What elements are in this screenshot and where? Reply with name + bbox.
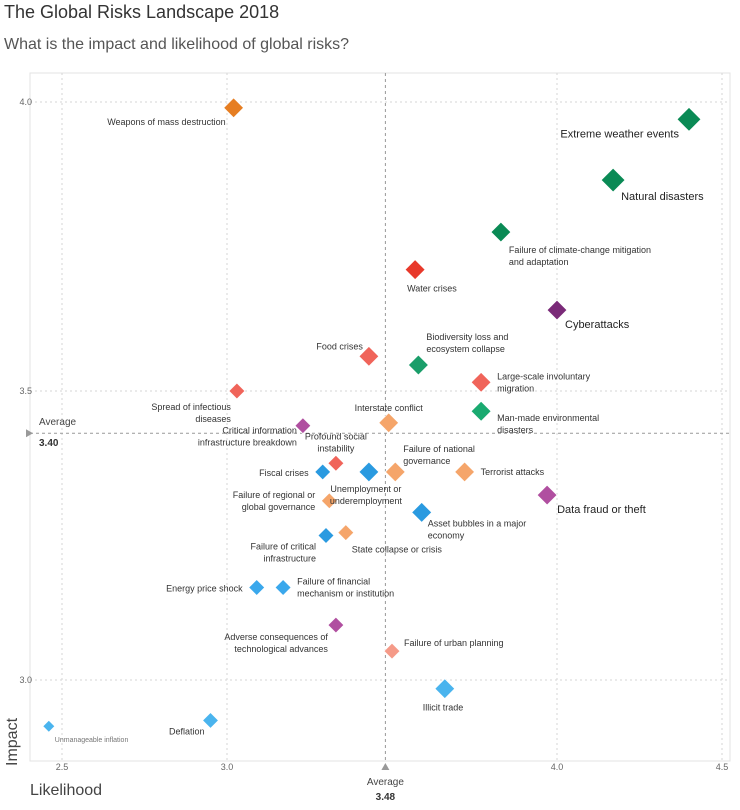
risk-point-marker[interactable] [407,354,429,376]
risk-point-label: Failure of critical infrastructure [250,542,316,564]
risk-point-marker[interactable] [470,371,492,393]
risk-point-label: Failure of regional or global governance [233,490,316,512]
risk-point-label: Unmanageable inflation [55,737,129,744]
y-average-value: 3.40 [39,438,59,449]
y-tick-label: 4.0 [19,97,32,107]
risk-point-marker[interactable] [378,412,400,434]
risk-point-label: Large-scale involuntary migration [497,371,591,393]
risk-point-label: Failure of climate-change mitigation and … [509,245,651,267]
risk-point-marker[interactable] [223,97,245,119]
y-average-marker-icon [26,429,33,438]
risk-point-label: Cyberattacks [565,319,630,331]
risk-point-label: State collapse or crisis [352,545,443,555]
risk-point-label: Illicit trade [423,703,464,713]
risk-point-label: Deflation [169,726,205,736]
x-tick-label: 3.0 [221,762,234,772]
chart-title: The Global Risks Landscape 2018 [4,2,280,22]
risk-point-marker[interactable] [337,524,355,542]
risk-point-marker[interactable] [676,106,702,132]
risk-point-marker[interactable] [228,382,246,400]
risk-point-marker[interactable] [358,345,380,367]
risk-point-marker[interactable] [546,299,568,321]
risk-point-label: Failure of financial mechanism or institu… [297,577,394,599]
risk-point-label: Failure of national governance [403,444,475,466]
risk-point-marker[interactable] [411,501,433,523]
x-tick-label: 4.5 [716,762,729,772]
risk-point-marker[interactable] [201,711,220,730]
risk-point-marker[interactable] [454,461,476,483]
risk-point-marker[interactable] [320,492,338,510]
risk-point-marker[interactable] [470,400,492,422]
chart-subtitle: What is the impact and likelihood of glo… [4,36,350,53]
risk-point-label: Natural disasters [621,191,704,203]
risk-point-label: Critical information infrastructure break… [198,426,297,448]
risk-point-label: Asset bubbles in a major economy [428,518,527,540]
risk-point-label: Food crises [316,341,363,351]
x-average-value: 3.48 [376,792,396,803]
risk-point-marker[interactable] [358,461,380,483]
risk-point-marker[interactable] [600,167,626,193]
risk-point-label: Data fraud or theft [557,504,646,516]
risk-point-marker[interactable] [327,454,345,472]
risk-point-marker[interactable] [248,578,266,597]
y-average-label: Average [39,417,77,428]
plot-frame [29,72,731,762]
risk-point-marker[interactable] [490,221,512,243]
y-tick-label: 3.0 [19,675,32,685]
x-average-label: Average [367,777,405,788]
x-tick-label: 2.5 [56,762,69,772]
risk-point-marker[interactable] [383,642,401,660]
risk-point-label: Terrorist attacks [481,467,545,477]
risk-point-label: Fiscal crises [259,468,309,478]
risk-point-label: Spread of infectious diseases [151,402,231,424]
risk-point-marker[interactable] [294,417,312,435]
risk-point-label: Failure of urban planning [404,638,504,648]
risk-point-label: Interstate conflict [355,403,424,413]
x-tick-label: 4.0 [551,762,564,772]
x-average-marker-icon [381,763,390,770]
risk-point-marker[interactable] [42,719,56,733]
risk-point-marker[interactable] [317,526,335,545]
risk-point-label: Weapons of mass destruction [107,117,225,127]
risk-point-label: Unemployment or underemployment [330,484,403,506]
risk-point-marker[interactable] [536,484,558,506]
risk-point-label: Adverse consequences of technological adv… [224,632,328,654]
risk-point-marker[interactable] [274,578,292,597]
risk-point-marker[interactable] [314,463,332,481]
risk-point-label: Water crises [407,284,457,294]
risk-point-label: Profound social instability [305,431,367,453]
risk-point-label: Extreme weather events [560,128,679,140]
risk-point-marker[interactable] [434,678,456,700]
risk-point-marker[interactable] [327,616,345,634]
x-axis-title: Likelihood [30,782,102,799]
y-tick-label: 3.5 [19,386,32,396]
risk-point-label: Energy price shock [166,584,243,594]
y-axis-title: Impact [4,717,21,766]
risk-point-marker[interactable] [384,461,406,483]
risk-point-label: Biodiversity loss and ecosystem collapse [426,332,508,354]
risk-point-marker[interactable] [404,259,426,281]
risk-point-label: Man-made environmental disasters [497,413,599,435]
